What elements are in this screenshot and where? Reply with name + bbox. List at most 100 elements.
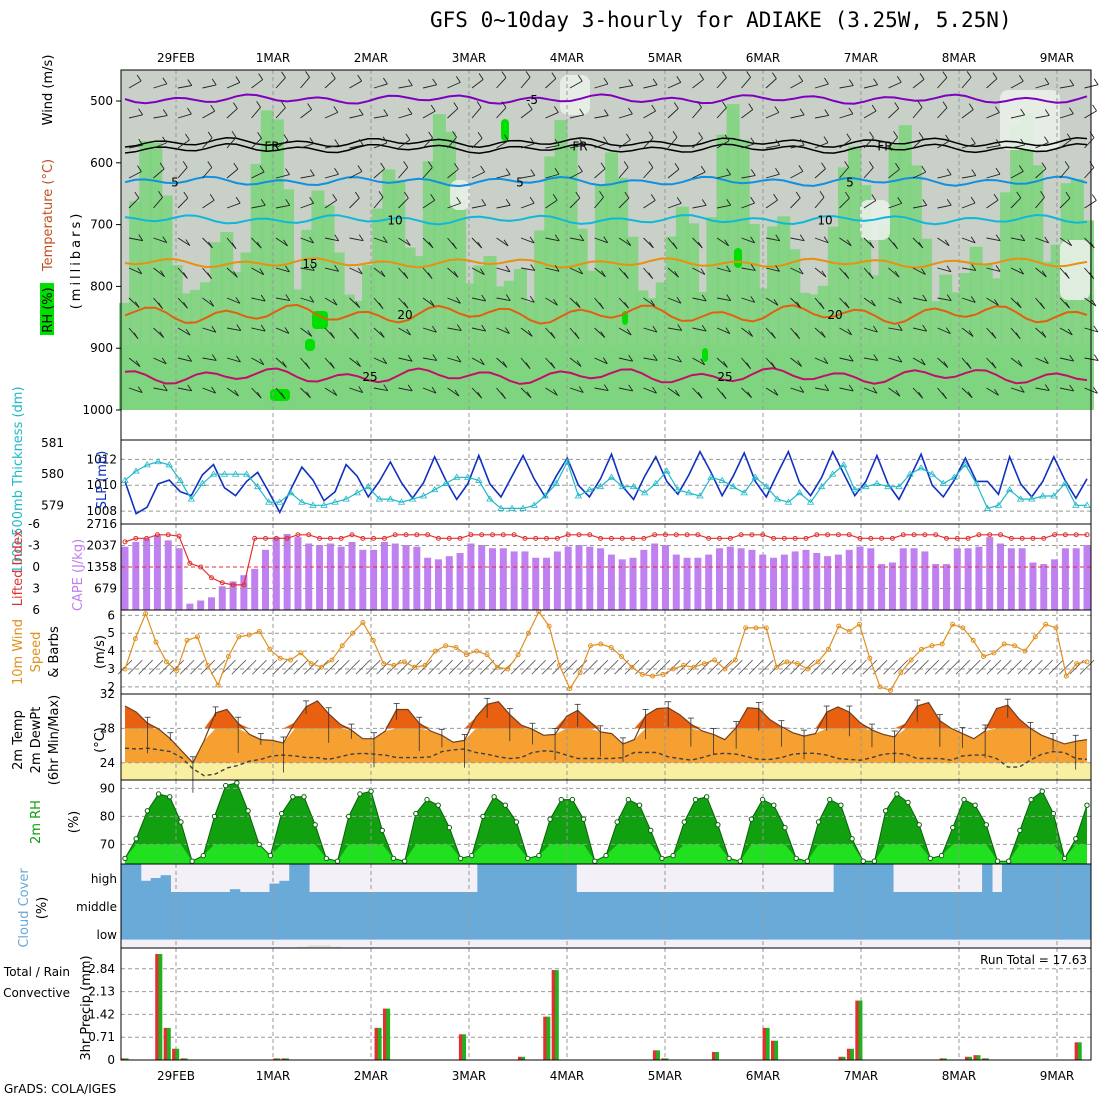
wind-barb-flag — [283, 134, 289, 141]
rh2m-tick-label: 90 — [100, 781, 115, 795]
surface-wind-barb — [283, 659, 298, 675]
thickness-marker — [994, 501, 1003, 508]
wind-barb — [349, 144, 364, 149]
rh2m-marker — [133, 836, 139, 842]
wind-barb — [447, 387, 460, 397]
precip-total-bar — [858, 1000, 863, 1060]
rh2m-marker — [390, 855, 397, 862]
rh2m-marker — [894, 791, 900, 797]
wind-barb-flag — [724, 134, 730, 142]
cloud-cell-high — [1021, 864, 1033, 892]
wind-barb — [667, 357, 682, 363]
wind-barb — [643, 357, 658, 361]
t2m-line — [124, 700, 1088, 764]
cloud-cell-middle — [396, 892, 409, 920]
wind-barb-flag — [505, 199, 511, 206]
wind-barb-flag — [504, 134, 509, 141]
wind-barb — [569, 197, 581, 209]
wind-barb-flag — [966, 362, 972, 369]
li-marker — [706, 535, 712, 541]
rh2m-marker — [950, 824, 956, 831]
wind-barb-flag — [1064, 272, 1070, 279]
wind-barb-flag — [724, 239, 730, 247]
rh2m-marker — [189, 858, 195, 864]
wind-barb-flag — [309, 264, 315, 271]
rh2m-marker — [502, 802, 509, 808]
wind-barb — [153, 115, 168, 119]
cape-bar — [607, 554, 615, 610]
wind-speed-marker — [319, 664, 325, 670]
wind-barb-flag — [774, 106, 780, 113]
wind-barb-flag — [945, 327, 951, 334]
axis-labels: RH (%)Temperature (°C)Wind (m/s)(milliba… — [3, 55, 110, 1061]
wind-barb — [594, 267, 606, 278]
cloud-cell-middle — [462, 892, 475, 920]
cape-bar — [218, 586, 226, 610]
wind-barb-flag — [796, 301, 801, 308]
wind-barb-flag — [773, 299, 779, 306]
wind-barb-flag — [530, 169, 536, 176]
wind-barb-flag — [1041, 331, 1047, 338]
wind-barb-flag — [676, 76, 682, 83]
wind-barb-flag — [893, 131, 898, 138]
wind-barb-flag — [771, 332, 776, 339]
rh2m-marker — [1028, 796, 1034, 803]
wind-barb-flag — [185, 328, 191, 336]
thickness-marker — [143, 461, 151, 468]
wind-speed-marker — [867, 655, 873, 661]
wind-speed-marker — [1074, 661, 1080, 667]
wind-barb-flag — [187, 355, 192, 362]
footer-credit: GrADS: COLA/IGES — [4, 1082, 117, 1096]
wind-barb-flag — [650, 299, 656, 307]
cloud-cell-high — [516, 864, 528, 892]
wind-barb — [569, 267, 583, 275]
precip-conv-bar — [273, 1058, 278, 1060]
wind-barb-flag — [1041, 270, 1047, 278]
wind-barb-flag — [799, 386, 805, 393]
surface-wind-barb — [355, 659, 371, 675]
wind-barb — [888, 267, 900, 278]
wind-barb-flag — [357, 165, 363, 172]
rh-moist-column — [564, 145, 578, 410]
cloud-cell-middle — [363, 892, 376, 920]
rh2m-marker — [603, 852, 609, 859]
wind-barb-flag — [652, 325, 658, 333]
cape-bar — [1040, 564, 1048, 610]
wind-barb — [422, 199, 435, 209]
rh2m-marker — [144, 808, 151, 814]
surface-wind-barb — [945, 659, 960, 675]
wind-barb-flag — [648, 272, 654, 279]
thickness-marker — [1083, 501, 1091, 508]
cloud-cell-middle — [264, 892, 276, 920]
wind-barb — [569, 144, 584, 149]
wind-barb-flag — [182, 272, 188, 279]
cape-bar — [489, 548, 497, 610]
li-marker — [425, 532, 431, 538]
cloud-cell-high — [526, 864, 538, 892]
thickness-marker — [740, 489, 748, 496]
wind-speed-marker — [256, 628, 262, 634]
wind-barb — [863, 200, 877, 209]
cloud-cell-middle — [198, 892, 210, 920]
cloud-cell-middle — [705, 892, 717, 920]
wind-barb-flag — [652, 386, 657, 394]
cape-bar — [845, 549, 853, 610]
cape-bar — [1007, 548, 1015, 610]
surface-wind-barb — [903, 659, 919, 675]
cloud-cell-middle — [594, 892, 607, 920]
rh2m-marker — [625, 796, 632, 803]
wind-barb-flag — [334, 265, 339, 272]
wind-barb-flag — [1019, 386, 1025, 393]
wind-speed-marker — [122, 666, 128, 672]
wind-barb — [937, 297, 952, 302]
precip-conv-bar — [163, 1027, 168, 1060]
cloud-cell-middle — [253, 892, 265, 920]
cape-tick-label: 679 — [94, 582, 117, 596]
wind-barb — [716, 357, 728, 368]
surface-wind-barb — [821, 659, 836, 675]
wind-speed-marker — [205, 662, 211, 668]
wind-barb-flag — [456, 324, 462, 331]
wind-barb — [471, 137, 483, 149]
wind-barb — [1059, 113, 1074, 119]
wind-barb-flag — [309, 236, 314, 244]
